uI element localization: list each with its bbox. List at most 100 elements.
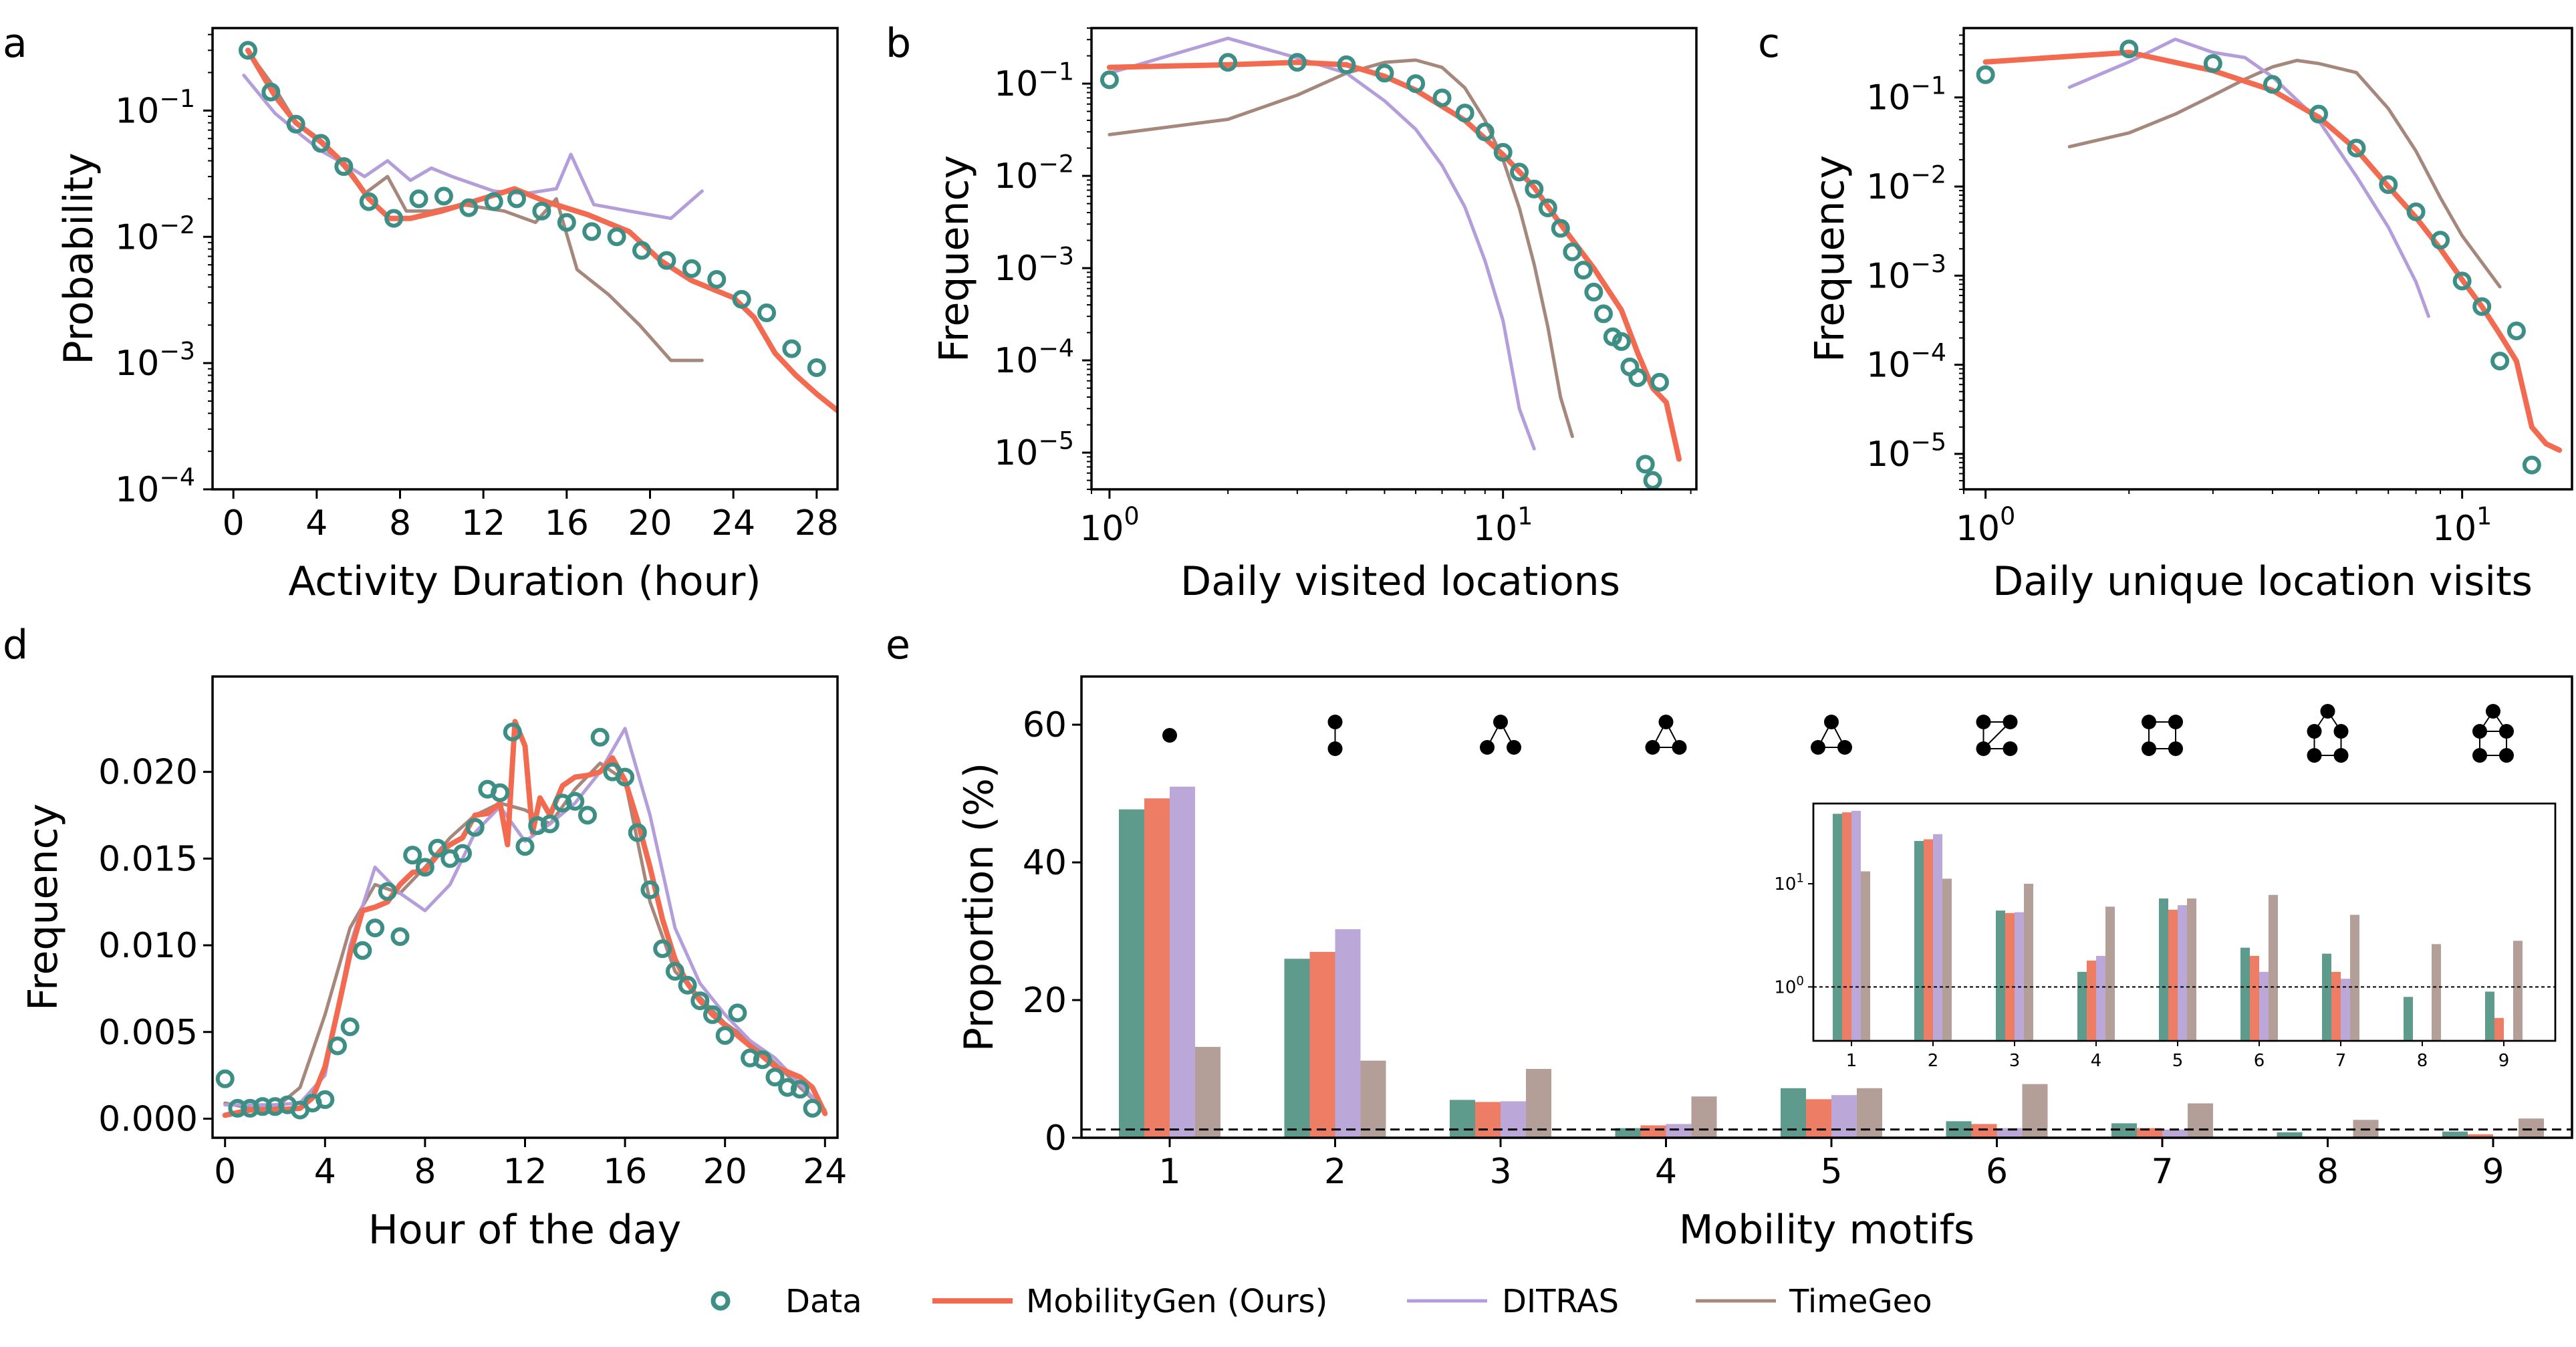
panel-a-xtick-label: 8: [389, 503, 411, 543]
panel-a-data-point: [632, 241, 652, 260]
panel-d-data-point: [415, 858, 434, 877]
bar-timegeo-motif-7: [2188, 1103, 2213, 1138]
panel-d-data-point: [628, 823, 647, 842]
motif-node: [1824, 715, 1839, 729]
inset-bar-timegeo-motif-1: [1861, 871, 1870, 1041]
inset-bar-data-motif-8: [2404, 997, 2413, 1041]
motif-glyph-6: [1976, 715, 2018, 756]
motif-node: [2307, 724, 2322, 739]
panel-a-data-point: [607, 227, 626, 247]
inset-ytick-label: 101: [1774, 871, 1804, 894]
panel-c-xlabel: Daily unique location visits: [1992, 558, 2533, 605]
panel-d-xtick-label: 16: [603, 1152, 647, 1192]
panel-a-ytick-label: 10−4: [115, 463, 195, 510]
bar-timegeo-motif-2: [1360, 1060, 1386, 1138]
motif-node: [2499, 748, 2514, 763]
panel-d-data-point: [215, 1069, 235, 1088]
panel-b-ytick-label: 10−2: [994, 150, 1074, 197]
panel-a-data-point: [657, 251, 676, 270]
bar-ditras-motif-3: [1501, 1101, 1526, 1138]
bar-mobilitygen-ours-motif-5: [1806, 1099, 1831, 1138]
panel-d-xtick-label: 24: [803, 1152, 847, 1192]
panel-a-xtick-label: 0: [223, 503, 245, 543]
panel-d-ytick-label: 0.000: [98, 1099, 198, 1139]
inset-bar-data-motif-2: [1914, 841, 1924, 1041]
bar-data-motif-3: [1450, 1100, 1475, 1138]
panel-a-data-point: [334, 157, 354, 176]
panel-b-data-point: [1475, 122, 1495, 142]
panel-d-axes: [211, 675, 839, 1139]
panel-b-data-point: [1406, 74, 1426, 94]
panel-e-xtick-label: 8: [2317, 1152, 2339, 1192]
panel-letter-c: c: [1758, 20, 1780, 67]
panel-d-ytick-label: 0.015: [98, 839, 198, 879]
panel-a-data-point: [507, 189, 527, 209]
panel-d-data-point: [590, 727, 610, 747]
panel-d-data-point: [453, 844, 472, 863]
panel-c-axes: [1962, 27, 2573, 491]
panel-b-xlabel: Daily visited locations: [1180, 558, 1620, 605]
panel-c-data-point: [2452, 271, 2472, 291]
bar-data-motif-9: [2442, 1131, 2468, 1138]
motif-node: [2472, 724, 2487, 739]
panel-a-xtick-label: 28: [795, 503, 839, 543]
inset-xtick-label: 7: [2335, 1051, 2347, 1071]
motif-glyphs: [1162, 704, 2514, 763]
panel-b-xtick-label: 100: [1079, 502, 1139, 549]
panel-c-xtick-label: 101: [2432, 502, 2492, 549]
panel-e-ytick-label: 40: [1023, 843, 1067, 883]
panel-a-data-point: [261, 82, 281, 102]
panel-c-data-point: [2522, 455, 2541, 475]
inset-xtick-label: 2: [1928, 1051, 1939, 1071]
panel-c: c 100 101 10−5 10−4 10−3 10−2 10−1 Daily uniqu…: [1758, 20, 2573, 605]
panel-a-data-point: [807, 358, 826, 377]
panel-a-xtick-label: 4: [305, 503, 328, 543]
panel-c-data-point: [2119, 39, 2139, 59]
panel-d-data-point: [503, 723, 522, 742]
panel-e-ytick-label: 0: [1045, 1118, 1067, 1158]
inset-bar-ditras-motif-6: [2259, 971, 2269, 1041]
inset-xtick-label: 1: [1846, 1051, 1857, 1071]
motif-glyph-2: [1327, 715, 1343, 756]
panel-e-axes: [1080, 675, 2573, 1139]
panel-a-data-point: [409, 189, 428, 209]
panel-d-series-ditras: [223, 727, 827, 1112]
inset-frame-top: [1812, 802, 2557, 1042]
motif-node: [1162, 728, 1177, 743]
panel-d-data-point: [565, 791, 585, 811]
panel-b: b 100 101 10−5 10−4 10−3 10−2 10−1 Daily visit…: [886, 20, 1698, 605]
panel-a-data-point: [459, 198, 479, 217]
panel-c-ylabel: Frequency: [1807, 155, 1853, 362]
inset-bar-timegeo-motif-3: [2024, 884, 2033, 1041]
panel-b-ytick-label: 10−4: [994, 334, 1074, 381]
panel-c-data-point: [2431, 231, 2450, 250]
panel-b-data-point: [1287, 53, 1307, 72]
bar-data-motif-4: [1615, 1128, 1641, 1138]
panel-a-plot-area: [238, 41, 838, 414]
motif-node: [2333, 748, 2349, 763]
inset-bar-mobilitygen-ours-motif-4: [2087, 960, 2096, 1041]
panel-d-xtick-label: 12: [503, 1152, 547, 1192]
motif-glyph-8: [2307, 704, 2349, 763]
panel-c-series-timegeo: [2067, 58, 2502, 289]
panel-e-xtick-label: 9: [2482, 1152, 2504, 1192]
bar-timegeo-motif-3: [1526, 1069, 1551, 1138]
panel-c-plot-area: [1976, 37, 2563, 475]
inset-bar-ditras-motif-3: [2015, 912, 2024, 1041]
panel-a-series-mobilitygen-ours: [245, 47, 838, 414]
bar-data-motif-8: [2277, 1132, 2303, 1138]
bar-mobilitygen-ours-motif-2: [1309, 951, 1335, 1138]
panel-a-ytick-label: 10−2: [115, 211, 195, 257]
panel-a-xtick-label: 24: [711, 503, 755, 543]
panel-b-series-mobilitygen-ours: [1106, 59, 1682, 462]
panel-e-ylabel: Proportion (%): [956, 763, 1003, 1052]
panel-a-xlabel: Activity Duration (hour): [288, 558, 761, 605]
bar-timegeo-motif-1: [1195, 1047, 1220, 1138]
motif-node: [1976, 741, 1991, 756]
panel-d-data-point: [753, 1050, 772, 1070]
motif-node: [2142, 741, 2156, 756]
motif-node: [2320, 704, 2335, 719]
panel-a-ytick-label: 10−3: [115, 337, 195, 384]
motif-glyph-9: [2472, 704, 2514, 763]
panel-d-data-point: [616, 767, 635, 787]
